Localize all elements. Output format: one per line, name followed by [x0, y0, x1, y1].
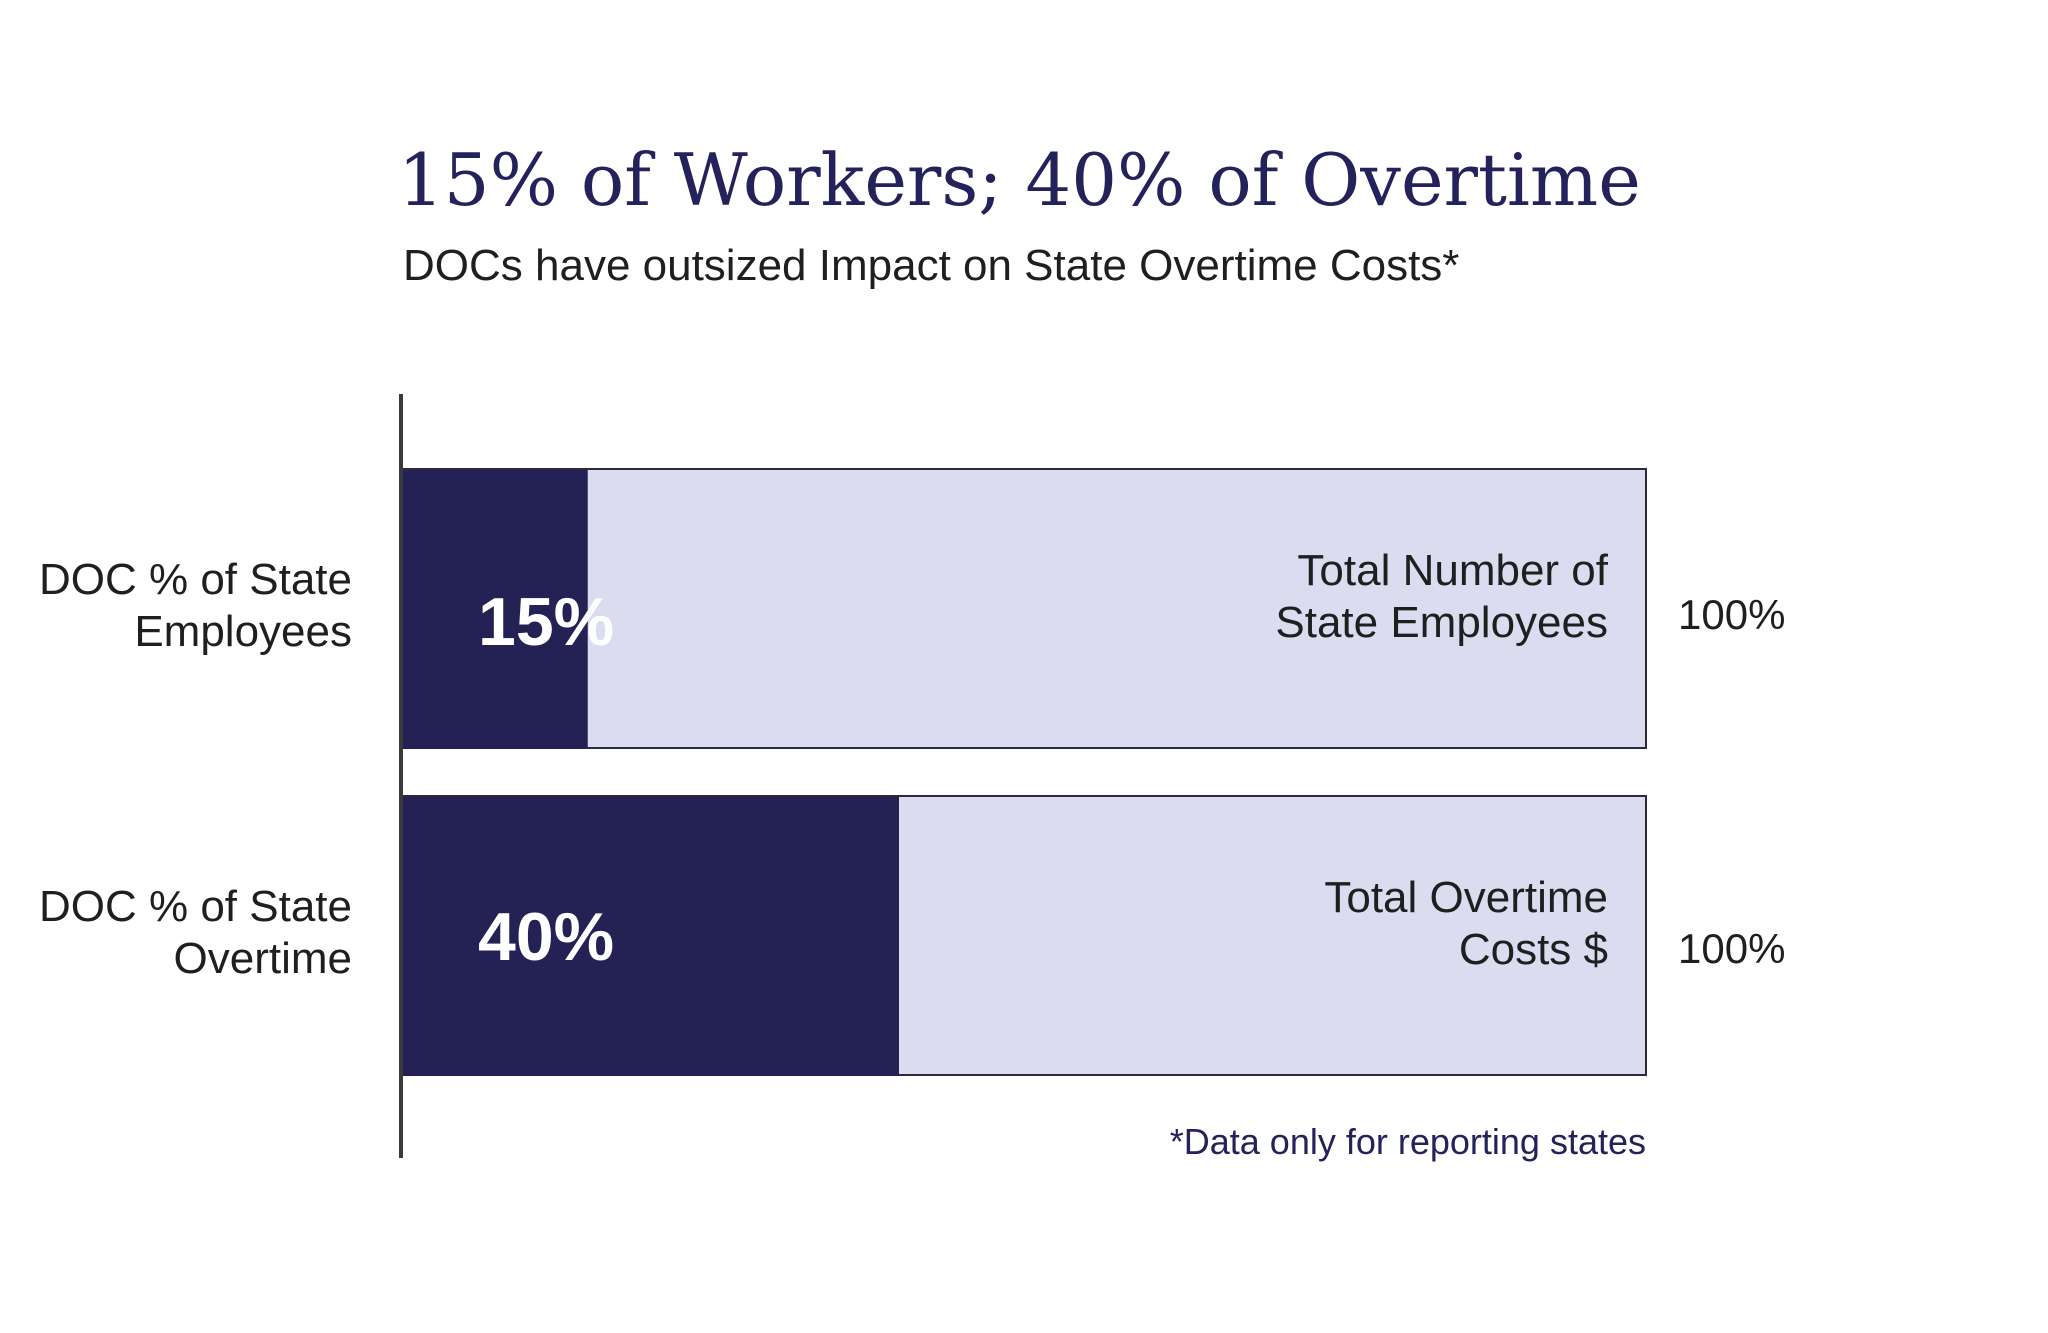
total-bar-inner-label-line: Total Number of — [1297, 546, 1608, 595]
doc-bar-value-label: 15% — [478, 584, 614, 660]
chart-footnote: *Data only for reporting states — [1170, 1121, 1646, 1162]
total-bar-value-label: 100% — [1678, 591, 1785, 638]
doc-bar-value-label: 40% — [478, 899, 614, 975]
chart-title: 15% of Workers; 40% of Overtime — [398, 138, 1641, 222]
total-bar-inner-label: Total Overtime Costs $ — [1324, 873, 1608, 974]
total-bar-inner-label-line: State Employees — [1275, 598, 1608, 647]
total-bar-inner-label: Total Number of State Employees — [1275, 546, 1608, 647]
category-label-line: DOC % of State — [39, 555, 352, 604]
bars-group — [400, 468, 1647, 1076]
doc-bar — [401, 797, 899, 1076]
category-label: DOC % of State Overtime — [39, 882, 352, 983]
chart-subtitle: DOCs have outsized Impact on State Overt… — [403, 241, 1459, 290]
category-label-line: Employees — [134, 607, 352, 656]
total-bar-inner-label-line: Costs $ — [1459, 925, 1608, 974]
category-label: DOC % of State Employees — [39, 555, 352, 656]
total-bar-value-label: 100% — [1678, 925, 1785, 972]
total-bar-inner-label-line: Total Overtime — [1324, 873, 1608, 922]
doc-bar — [401, 470, 588, 749]
category-label-line: DOC % of State — [39, 882, 352, 931]
total-bar — [400, 468, 1647, 749]
category-label-line: Overtime — [174, 934, 352, 983]
